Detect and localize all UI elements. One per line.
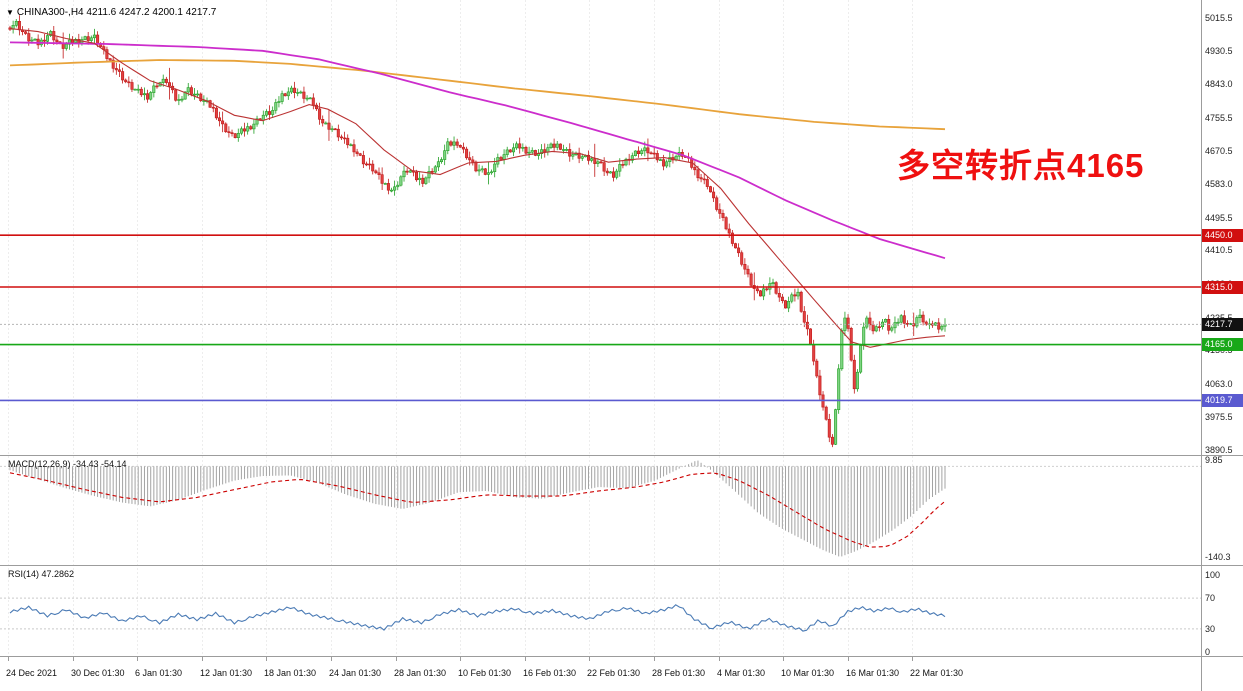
rsi-axis-label: 100 <box>1205 570 1221 580</box>
price-tick-label: 4755.5 <box>1205 112 1233 123</box>
price-tick-label: 4583.0 <box>1205 179 1233 190</box>
price-tag-4019.7: 4019.7 <box>1202 393 1243 407</box>
price-tick-label: 3890.5 <box>1205 445 1233 455</box>
time-label: 30 Dec 01:30 <box>71 668 125 678</box>
macd-axis-label: 9.85 <box>1205 455 1223 465</box>
price-tick-label: 4235.5 <box>1205 313 1233 323</box>
time-label: 16 Feb 01:30 <box>523 668 577 678</box>
time-label: 22 Feb 01:30 <box>587 668 641 678</box>
macd-axis-label: -140.3 <box>1205 552 1231 562</box>
rsi-axis-label: 70 <box>1205 593 1216 604</box>
price-tick-label: 4495.5 <box>1205 212 1233 223</box>
grid-lines <box>8 0 913 656</box>
price-tick-label: 3975.5 <box>1205 412 1233 423</box>
time-label: 6 Jan 01:30 <box>135 668 183 678</box>
macd-indicator-label: MACD(12,26,9) -34.43 -54.14 <box>8 459 127 469</box>
time-label: 4 Mar 01:30 <box>717 668 766 678</box>
price-tick-label: 4410.5 <box>1205 245 1233 256</box>
symbol-title: ▼ CHINA300-,H4 4211.6 4247.2 4200.1 4217.… <box>6 7 216 18</box>
price-tick-label: 5015.5 <box>1205 13 1233 23</box>
price-tick-label: 4063.0 <box>1205 378 1233 389</box>
time-label: 10 Mar 01:30 <box>781 668 835 678</box>
macd-histogram <box>9 460 946 557</box>
current-price-tag: 4217.7 <box>1202 317 1243 331</box>
ma-mid-line <box>9 41 946 260</box>
price-tick-label: 4930.5 <box>1205 45 1233 56</box>
main-chart-area[interactable] <box>0 0 1201 455</box>
macd-panel-area[interactable] <box>0 455 1201 565</box>
ma-slow-line <box>9 59 946 131</box>
time-label: 28 Feb 01:30 <box>652 668 706 678</box>
candlestick-series <box>8 15 947 448</box>
time-label: 18 Jan 01:30 <box>264 668 317 678</box>
rsi-panel-area[interactable] <box>0 565 1201 656</box>
time-label: 22 Mar 01:30 <box>910 668 964 678</box>
price-tick-label: 4843.0 <box>1205 79 1233 90</box>
rsi-indicator-label: RSI(14) 47.2862 <box>8 569 75 579</box>
time-label: 10 Feb 01:30 <box>458 668 512 678</box>
ma-fast-line <box>9 28 946 348</box>
symbol-dropdown-icon[interactable]: ▼ <box>6 8 14 17</box>
annotation-text[interactable]: 多空转折点4165 <box>897 147 1145 184</box>
price-tag-4315.0: 4315.0 <box>1202 280 1243 294</box>
price-tag-4165.0: 4165.0 <box>1202 338 1243 352</box>
rsi-axis-label: 30 <box>1205 623 1216 634</box>
rsi-axis-label: 0 <box>1205 647 1211 657</box>
price-tag-4450.0: 4450.0 <box>1202 228 1243 242</box>
time-label: 16 Mar 01:30 <box>846 668 900 678</box>
price-tick-label: 4670.5 <box>1205 145 1233 156</box>
time-label: 24 Jan 01:30 <box>329 668 382 678</box>
time-label: 12 Jan 01:30 <box>200 668 253 678</box>
symbol-ohlc-title: CHINA300-,H4 4211.6 4247.2 4200.1 4217.7 <box>16 7 217 18</box>
rsi-line <box>9 604 946 632</box>
time-label: 28 Jan 01:30 <box>394 668 447 678</box>
time-label: 24 Dec 2021 <box>6 668 58 678</box>
